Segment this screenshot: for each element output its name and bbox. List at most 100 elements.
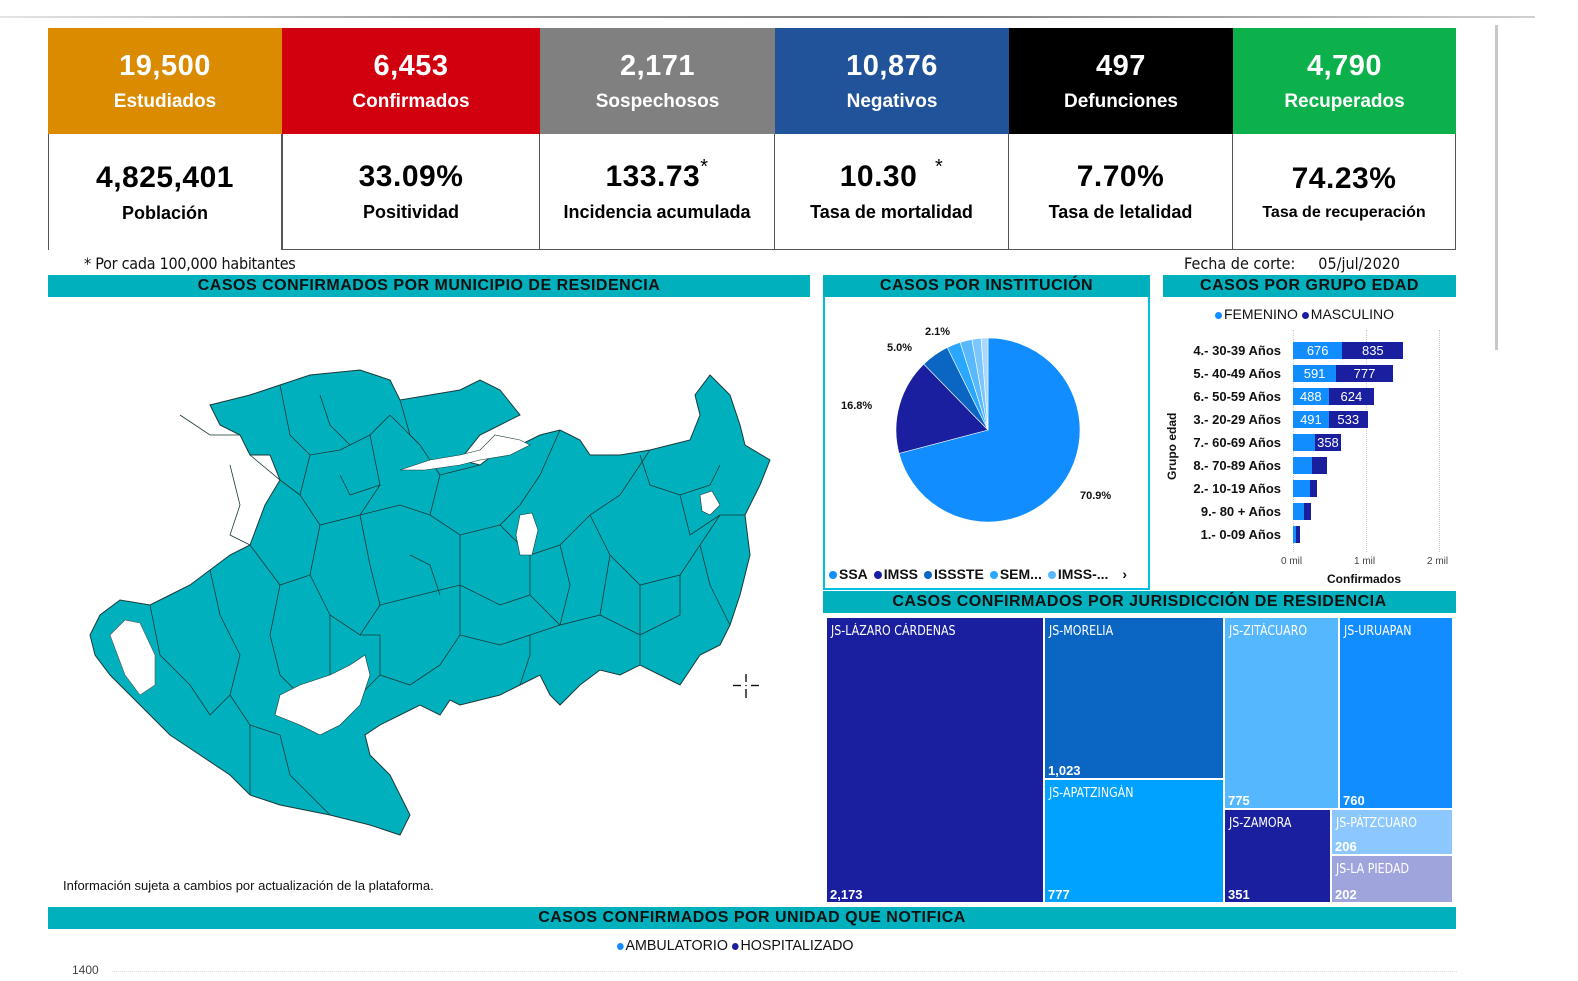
bar-masculino[interactable] bbox=[1296, 526, 1301, 543]
kpi-confirmados: 6,453 Confirmados bbox=[282, 28, 540, 134]
legend-dot-icon bbox=[1215, 311, 1222, 319]
bar-femenino[interactable] bbox=[1293, 503, 1304, 520]
bar-femenino[interactable] bbox=[1293, 434, 1315, 451]
vertical-scrollbar[interactable] bbox=[1495, 25, 1498, 350]
age-bar-row: 8.- 70-89 Años bbox=[1163, 457, 1287, 474]
bar-femenino[interactable]: 676 bbox=[1293, 342, 1343, 359]
kpi-summary-row: 19,500 Estudiados 6,453 Confirmados 2,171 S… bbox=[48, 28, 1456, 134]
age-bar-row: 5.- 40-49 Años bbox=[1163, 365, 1287, 382]
pie-data-label: 70.9% bbox=[1080, 490, 1111, 502]
y-tick-label: 2.- 10-19 Años bbox=[1193, 481, 1281, 496]
kpi-recuperacion: 74.23% Tasa de recuperación bbox=[1233, 134, 1456, 250]
asterisk: * bbox=[934, 156, 944, 178]
legend-dot-icon bbox=[873, 571, 882, 580]
cut-date-label: Fecha de corte: bbox=[1184, 254, 1296, 273]
bar-femenino[interactable] bbox=[1293, 480, 1310, 497]
municipality-borders bbox=[149, 384, 745, 816]
legend-item-masculino[interactable]: MASCULINO bbox=[1301, 306, 1395, 322]
treemap-tile-value: 760 bbox=[1343, 793, 1365, 808]
municipality-map[interactable] bbox=[80, 355, 780, 850]
institution-pie-panel: 70.9% 16.8% 5.0% 2.1% SSA IMSS ISSSTE SEM... IM… bbox=[823, 297, 1150, 590]
treemap-tile-js-zamora[interactable]: JS-ZAMORA 351 bbox=[1224, 809, 1331, 903]
kpi-label: Incidencia acumulada bbox=[563, 202, 751, 222]
bar-femenino[interactable] bbox=[1293, 457, 1312, 474]
bar-masculino[interactable] bbox=[1309, 480, 1318, 497]
treemap-tile-js-la-piedad[interactable]: JS-LA PIEDAD 202 bbox=[1331, 855, 1453, 903]
age-bar-row: 6.- 50-59 Años bbox=[1163, 388, 1287, 405]
legend-item-ambulatorio[interactable]: AMBULATORIO bbox=[617, 937, 728, 954]
bar-masculino[interactable] bbox=[1303, 503, 1312, 520]
legend-label: HOSPITALIZADO bbox=[740, 937, 854, 954]
bar-femenino[interactable]: 488 bbox=[1293, 388, 1329, 405]
kpi-rates-row: 4,825,401 Población 33.09% Positividad 133… bbox=[48, 134, 1456, 250]
kpi-label: Confirmados bbox=[352, 90, 470, 112]
kpi-recuperados: 4,790 Recuperados bbox=[1233, 28, 1456, 134]
kpi-label: Positividad bbox=[362, 202, 460, 222]
pie-slice-ssa[interactable] bbox=[898, 337, 1081, 523]
top-divider bbox=[0, 16, 1535, 18]
kpi-value: 10,876 bbox=[846, 49, 938, 82]
map-state-outline[interactable] bbox=[89, 369, 771, 836]
kpi-label: Población bbox=[121, 202, 208, 223]
gridline bbox=[1439, 330, 1440, 552]
x-tick-label: 1 mil bbox=[1354, 556, 1376, 567]
map-region-colima bbox=[109, 619, 156, 696]
y-tick-label: 6.- 50-59 Años bbox=[1193, 389, 1281, 404]
institution-pie-chart[interactable]: 70.9% 16.8% 5.0% 2.1% bbox=[825, 297, 1148, 557]
bar-femenino[interactable]: 591 bbox=[1293, 365, 1337, 382]
legend-dot-icon bbox=[731, 942, 739, 950]
treemap-tile-name: JS-ZAMORA bbox=[1229, 816, 1292, 831]
pie-data-label: 2.1% bbox=[925, 326, 950, 338]
bar-masculino[interactable]: 835 bbox=[1342, 342, 1404, 359]
legend-item[interactable]: SEM... bbox=[989, 566, 1042, 582]
kpi-incidencia: 133.73* Incidencia acumulada bbox=[540, 134, 775, 250]
footnote: * Por cada 100,000 habitantes bbox=[84, 254, 296, 273]
kpi-label: Recuperados bbox=[1284, 90, 1405, 112]
pie-slice-imss[interactable] bbox=[895, 363, 989, 454]
kpi-value: 7.70% bbox=[1076, 160, 1165, 193]
legend-dot-icon bbox=[617, 942, 624, 950]
bar-masculino[interactable] bbox=[1311, 457, 1327, 474]
legend-item-hospitalizado[interactable]: HOSPITALIZADO bbox=[731, 937, 854, 954]
treemap-tile-js-zitacuaro[interactable]: JS-ZITÁCUARO 775 bbox=[1224, 617, 1339, 809]
bar-femenino[interactable] bbox=[1293, 526, 1297, 543]
legend-label: MASCULINO bbox=[1310, 306, 1395, 322]
treemap-tile-value: 775 bbox=[1228, 793, 1250, 808]
legend-item[interactable]: IMSS bbox=[873, 566, 918, 582]
treemap-tile-js-apatzingan[interactable]: JS-APATZINGÁN 777 bbox=[1044, 779, 1224, 903]
kpi-value: 33.09% bbox=[358, 160, 464, 193]
x-tick-label: 2 mil bbox=[1427, 556, 1449, 567]
x-axis-label: Confirmados bbox=[1327, 572, 1402, 586]
pie-data-label: 5.0% bbox=[887, 342, 912, 354]
legend-item-femenino[interactable]: FEMENINO bbox=[1215, 306, 1298, 322]
bar-masculino[interactable]: 533 bbox=[1328, 411, 1368, 428]
legend-item[interactable]: SSA bbox=[829, 566, 868, 582]
map-region-infiernillo bbox=[274, 654, 371, 736]
kpi-label: Defunciones bbox=[1063, 90, 1179, 112]
legend-item[interactable]: IMSS-... bbox=[1047, 566, 1108, 582]
pie-slice-otros2[interactable] bbox=[980, 337, 989, 431]
y-tick-label: 4.- 30-39 Años bbox=[1193, 343, 1281, 358]
pie-legend: SSA IMSS ISSSTE SEM... IMSS-... › bbox=[829, 566, 1127, 582]
chevron-right-icon[interactable]: › bbox=[1122, 566, 1128, 582]
legend-item[interactable]: ISSSTE bbox=[924, 566, 984, 582]
bar-femenino[interactable]: 491 bbox=[1293, 411, 1329, 428]
bar-masculino[interactable]: 358 bbox=[1314, 434, 1342, 451]
kpi-value: 497 bbox=[1096, 49, 1146, 82]
treemap-tile-value: 777 bbox=[1048, 887, 1070, 902]
map-svg[interactable] bbox=[80, 355, 780, 850]
y-tick-label: 1.- 0-09 Años bbox=[1200, 527, 1281, 542]
kpi-positividad: 33.09% Positividad bbox=[282, 134, 540, 250]
treemap-tile-js-lazaro-cardenas[interactable]: JS-LÁZARO CÁRDENAS 2,173 bbox=[826, 617, 1044, 903]
section-title-jurisdiccion: CASOS CONFIRMADOS POR JURISDICCIÓN DE RE… bbox=[823, 591, 1456, 613]
kpi-label: Estudiados bbox=[113, 90, 217, 112]
kpi-negativos: 10,876 Negativos bbox=[775, 28, 1009, 134]
treemap-tile-js-morelia[interactable]: JS-MORELIA 1,023 bbox=[1044, 617, 1224, 779]
bar-masculino[interactable]: 777 bbox=[1336, 365, 1393, 382]
bar-masculino[interactable]: 624 bbox=[1328, 388, 1375, 405]
map-lake-2 bbox=[515, 512, 539, 556]
treemap-tile-js-patzcuaro[interactable]: JS-PÁTZCUARO 206 bbox=[1331, 809, 1453, 855]
kpi-label: Negativos bbox=[846, 90, 938, 112]
treemap-tile-js-uruapan[interactable]: JS-URUAPAN 760 bbox=[1339, 617, 1453, 809]
kpi-value: 2,171 bbox=[619, 49, 696, 82]
